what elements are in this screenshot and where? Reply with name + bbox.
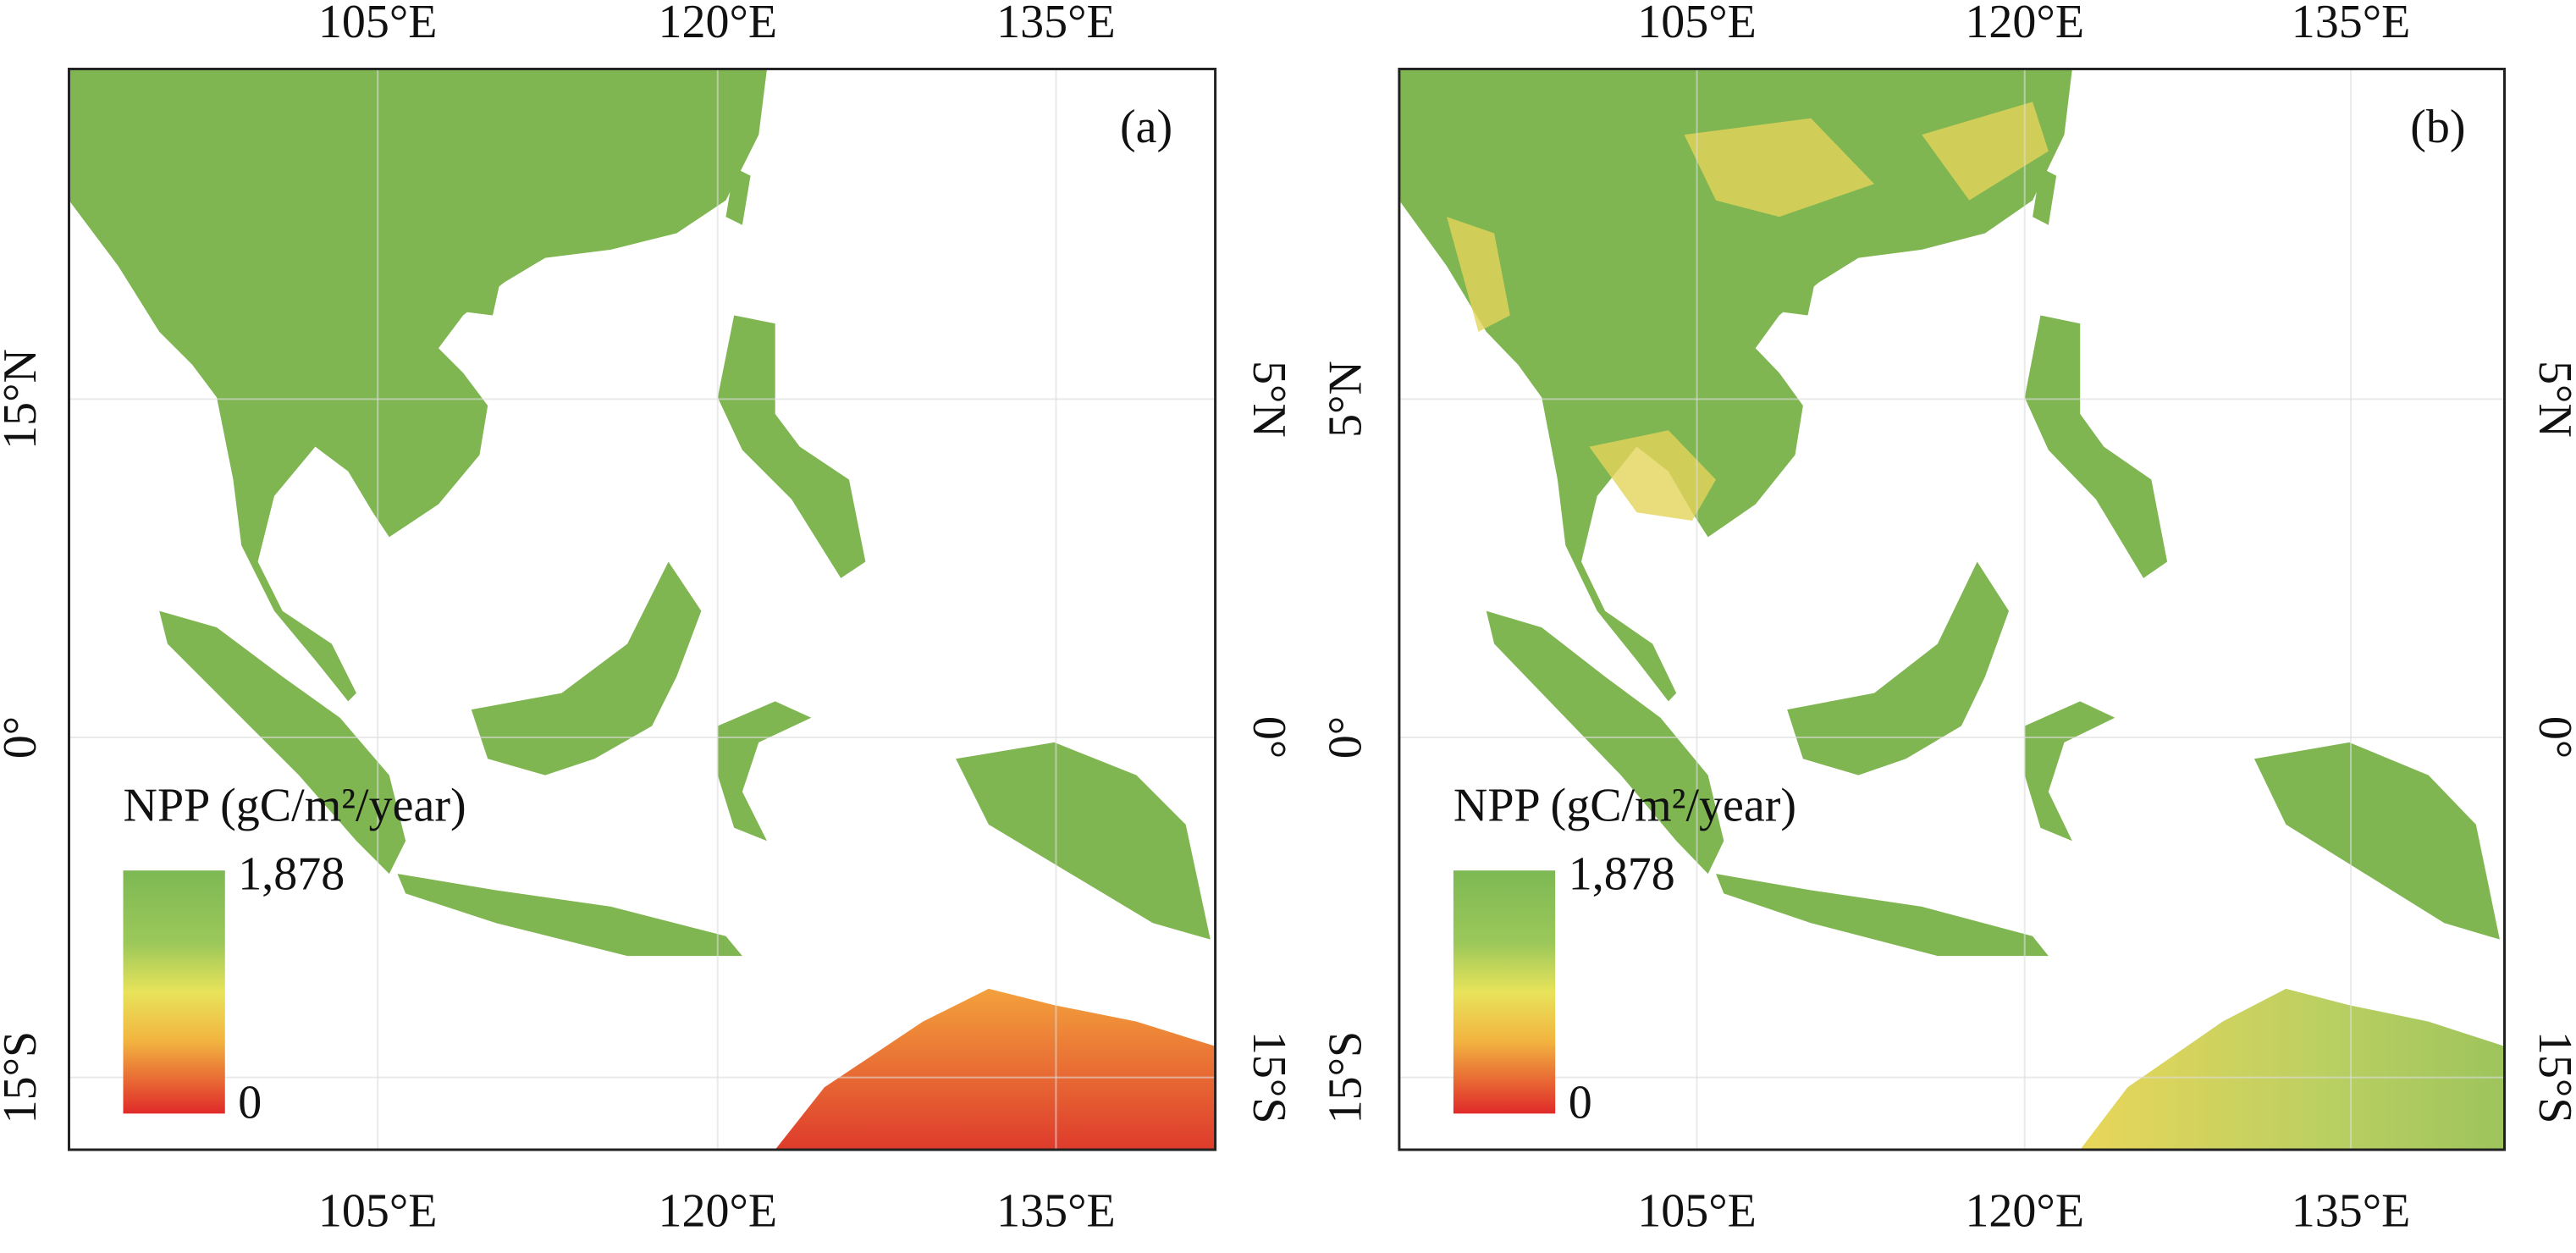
right-tick-label: 15°S: [2529, 1031, 2576, 1124]
bottom-tick-label: 135°E: [996, 1184, 1116, 1237]
top-tick-label: 120°E: [1965, 0, 2084, 48]
map-panel: 105°E 105°E 120°E 120°E 135°E 135°E 15°N 5°N 0° 0…: [0, 0, 1295, 1237]
panel-label: (a): [1120, 101, 1172, 153]
right-tick-label: 15°S: [1243, 1031, 1295, 1124]
left-tick-label: 5°N: [1320, 361, 1372, 438]
map-frame: [67, 67, 1217, 1151]
map-panel: 105°E 105°E 120°E 120°E 135°E 135°E 5°N 5°N 0° 0°…: [1320, 0, 2576, 1237]
left-tick-label: 0°: [0, 716, 47, 759]
top-tick-label: 120°E: [658, 0, 777, 48]
bottom-tick-label: 120°E: [1965, 1184, 2084, 1237]
color-bar: [123, 870, 225, 1114]
legend-max: 1,878: [238, 848, 345, 901]
legend-min: 0: [1569, 1076, 1592, 1129]
right-tick-label: 5°N: [1243, 361, 1295, 438]
bottom-tick-label: 120°E: [658, 1184, 777, 1237]
right-tick-label: 5°N: [2529, 361, 2576, 438]
bottom-tick-label: 135°E: [2292, 1184, 2411, 1237]
panel-label: (b): [2410, 101, 2465, 153]
top-tick-label: 105°E: [318, 0, 438, 48]
top-tick-label: 135°E: [996, 0, 1116, 48]
left-tick-label: 15°S: [0, 1031, 47, 1124]
legend-min: 0: [238, 1076, 262, 1129]
right-tick-label: 0°: [1243, 716, 1295, 759]
left-tick-label: 0°: [1320, 716, 1372, 759]
map-frame: [1398, 67, 2506, 1151]
legend-max: 1,878: [1569, 848, 1675, 901]
bottom-tick-label: 105°E: [1637, 1184, 1757, 1237]
top-tick-label: 105°E: [1637, 0, 1757, 48]
right-tick-label: 0°: [2529, 716, 2576, 759]
legend-title: NPP (gC/m²/year): [1453, 779, 1796, 831]
left-tick-label: 15°N: [0, 349, 47, 450]
color-bar: [1453, 870, 1556, 1114]
bottom-tick-label: 105°E: [318, 1184, 438, 1237]
legend-title: NPP (gC/m²/year): [124, 779, 466, 831]
top-tick-label: 135°E: [2292, 0, 2411, 48]
left-tick-label: 15°S: [1320, 1031, 1372, 1124]
